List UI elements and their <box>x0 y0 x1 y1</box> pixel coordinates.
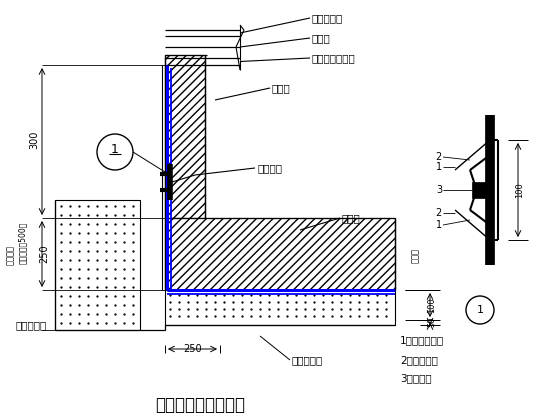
Text: （人防外墙500）: （人防外墙500） <box>18 222 26 264</box>
Text: 水泥沙浆找平层: 水泥沙浆找平层 <box>312 53 356 63</box>
Text: 250: 250 <box>183 344 202 354</box>
Text: 底板厚: 底板厚 <box>410 248 419 262</box>
Text: 2: 2 <box>436 208 442 218</box>
Text: 永久保护墙: 永久保护墙 <box>15 320 46 330</box>
Text: 3: 3 <box>436 185 442 195</box>
Bar <box>165 290 395 325</box>
Text: 防水保护层: 防水保护层 <box>312 13 343 23</box>
Text: 100: 100 <box>428 297 436 313</box>
Bar <box>472 182 488 198</box>
Text: 250: 250 <box>39 245 49 263</box>
Text: 导墙及防水细部做法: 导墙及防水细部做法 <box>155 396 245 414</box>
Text: 100: 100 <box>516 182 525 198</box>
Text: 1一卷材防水层: 1一卷材防水层 <box>400 335 444 345</box>
Text: 1: 1 <box>111 142 119 155</box>
Text: 1: 1 <box>436 220 442 230</box>
Text: 2一密封材料: 2一密封材料 <box>400 355 438 365</box>
Text: 底板厚度: 底板厚度 <box>6 245 14 265</box>
Text: 止水钢板: 止水钢板 <box>257 163 282 173</box>
Text: 50: 50 <box>428 317 436 327</box>
Text: 3一盖缝条: 3一盖缝条 <box>400 373 431 383</box>
Text: 卷材附加层: 卷材附加层 <box>292 355 323 365</box>
Bar <box>165 218 395 290</box>
Text: 300: 300 <box>29 131 39 149</box>
Text: 砼底板: 砼底板 <box>342 213 361 223</box>
Text: 防水层: 防水层 <box>312 33 331 43</box>
Text: 1: 1 <box>477 305 483 315</box>
Text: 2: 2 <box>436 152 442 162</box>
Text: 1: 1 <box>436 162 442 172</box>
Bar <box>55 200 140 330</box>
Bar <box>165 55 205 218</box>
Text: 砼墙体: 砼墙体 <box>272 83 291 93</box>
